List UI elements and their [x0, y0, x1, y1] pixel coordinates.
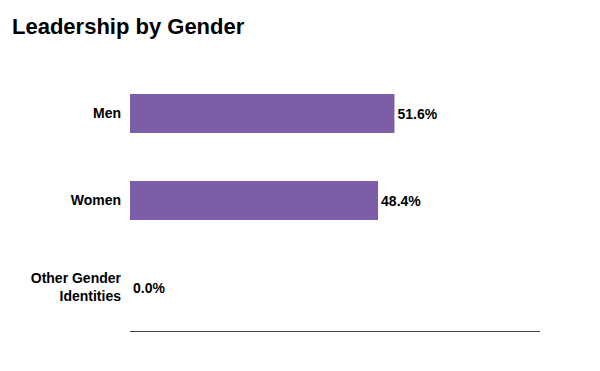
svg-text:0.0%: 0.0%	[133, 280, 165, 296]
svg-text:Other GenderIdentities: Other GenderIdentities	[31, 270, 122, 304]
svg-text:48.4%: 48.4%	[381, 193, 421, 209]
svg-text:Women: Women	[71, 192, 121, 208]
svg-text:Leadership by Gender: Leadership by Gender	[12, 14, 245, 39]
svg-text:51.6%: 51.6%	[397, 106, 437, 122]
svg-text:Men: Men	[93, 105, 121, 121]
